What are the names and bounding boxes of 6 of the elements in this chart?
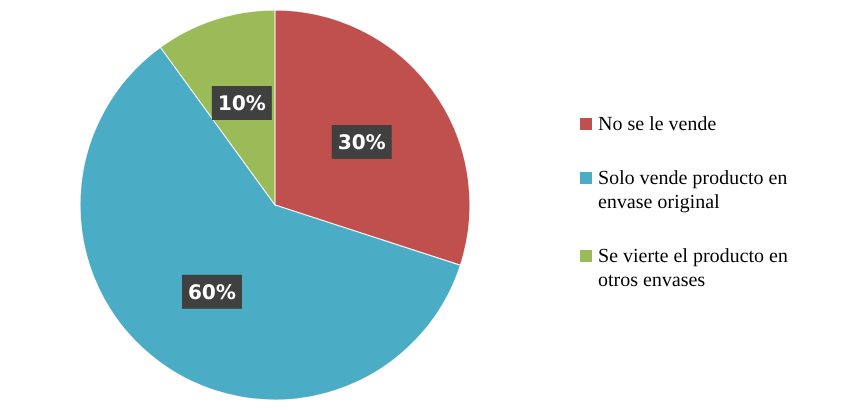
legend-label: Solo vende producto en envase original xyxy=(598,167,788,213)
legend-label: Se vierte el producto en otros envases xyxy=(598,245,788,291)
data-label: 10% xyxy=(218,91,266,115)
data-label: 30% xyxy=(338,130,386,154)
legend-label: No se le vende xyxy=(598,113,716,135)
data-label: 60% xyxy=(188,280,236,304)
